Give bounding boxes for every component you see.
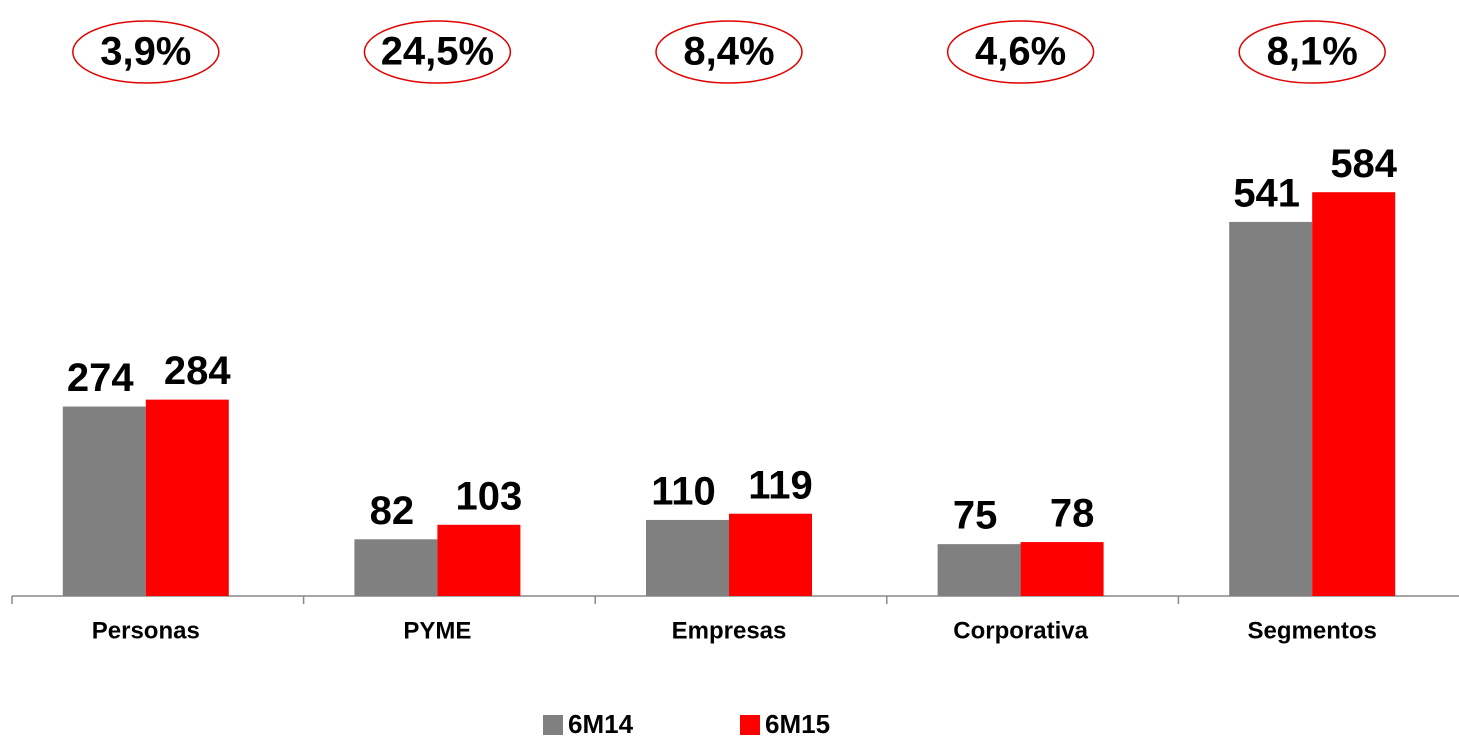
value-label: 119 (748, 463, 813, 507)
legend-swatch (740, 715, 760, 735)
annotation: 8,4% (683, 30, 774, 74)
annotation-ellipse (363, 20, 512, 84)
bar (729, 513, 812, 596)
value-label: 75 (953, 494, 998, 538)
bar (62, 406, 146, 596)
annotation: 3,9% (100, 30, 191, 74)
value-label: 541 (1233, 171, 1300, 215)
annotation-ellipse (1238, 20, 1386, 84)
value-label: 110 (651, 470, 716, 514)
category-label: Segmentos (1248, 617, 1377, 644)
category-label: Corporativa (953, 617, 1088, 644)
annotation: 24,5% (381, 30, 494, 74)
category-label: Personas (92, 617, 200, 644)
value-label: 284 (164, 349, 231, 393)
value-label: 78 (1050, 492, 1095, 536)
legend-swatch (543, 715, 563, 735)
category-label: PYME (403, 617, 471, 644)
bar (145, 399, 229, 596)
bar (937, 544, 1021, 596)
bar (646, 519, 729, 596)
bar (437, 524, 521, 596)
annotation-ellipse (655, 20, 803, 84)
annotation-ellipse (946, 20, 1095, 84)
value-label: 584 (1330, 142, 1397, 186)
bar (1020, 542, 1104, 596)
value-label: 103 (456, 474, 523, 518)
legend-label: 6M15 (765, 709, 830, 739)
bar (1312, 192, 1396, 596)
category-label: Empresas (672, 617, 787, 644)
legend-label: 6M14 (568, 709, 634, 739)
bar (1229, 221, 1313, 597)
annotation: 8,1% (1267, 30, 1358, 74)
value-label: 274 (67, 356, 134, 400)
annotation-ellipse (72, 20, 220, 84)
value-label: 82 (370, 489, 415, 533)
bar (354, 539, 438, 596)
annotation: 4,6% (975, 30, 1066, 74)
